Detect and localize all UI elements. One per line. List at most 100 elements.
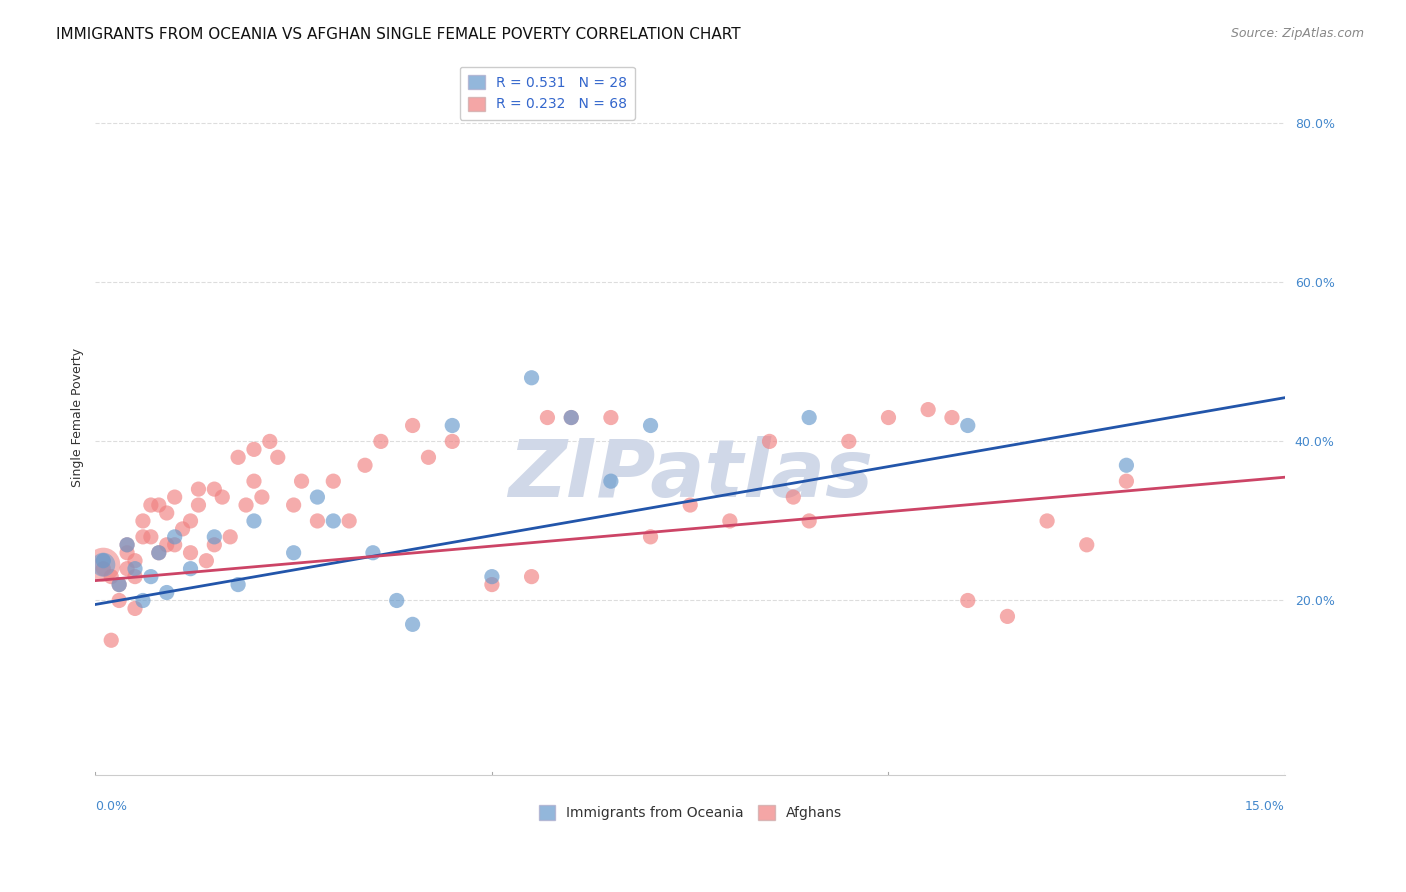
Point [91,562,114,576]
Point [124,569,146,583]
Point [799,410,821,425]
Point [370,434,392,449]
Point [354,458,377,473]
Point [172,522,194,536]
Point [290,474,312,488]
Point [163,538,186,552]
Point [259,434,281,449]
Y-axis label: Single Female Poverty: Single Female Poverty [72,348,84,487]
Point [226,450,249,465]
Point [307,514,329,528]
Point [267,450,290,465]
Point [1076,538,1098,552]
Point [180,562,202,576]
Point [481,577,503,591]
Point [156,585,179,599]
Point [520,371,543,385]
Point [941,410,963,425]
Point [124,562,146,576]
Point [956,593,979,607]
Point [599,474,621,488]
Point [180,546,202,560]
Point [132,514,155,528]
Point [148,546,170,560]
Point [877,410,900,425]
Point [202,482,225,496]
Point [163,530,186,544]
Point [758,434,780,449]
Point [187,498,209,512]
Point [202,530,225,544]
Text: 15.0%: 15.0% [1246,800,1285,814]
Text: ZIPatlas: ZIPatlas [508,436,873,514]
Point [115,546,138,560]
Point [560,410,582,425]
Point [997,609,1019,624]
Point [148,546,170,560]
Point [202,538,225,552]
Point [640,418,662,433]
Text: IMMIGRANTS FROM OCEANIA VS AFGHAN SINGLE FEMALE POVERTY CORRELATION CHART: IMMIGRANTS FROM OCEANIA VS AFGHAN SINGLE… [56,27,741,42]
Point [91,558,114,572]
Point [799,514,821,528]
Point [322,474,344,488]
Point [250,490,273,504]
Point [139,530,162,544]
Text: Source: ZipAtlas.com: Source: ZipAtlas.com [1230,27,1364,40]
Point [100,569,122,583]
Point [441,434,464,449]
Point [917,402,939,417]
Point [139,498,162,512]
Point [956,418,979,433]
Text: 0.0%: 0.0% [96,800,128,814]
Point [195,554,218,568]
Point [599,410,621,425]
Point [139,569,162,583]
Point [91,558,114,572]
Point [115,562,138,576]
Point [156,538,179,552]
Point [337,514,360,528]
Point [108,593,131,607]
Point [385,593,408,607]
Point [536,410,558,425]
Point [235,498,257,512]
Point [180,514,202,528]
Point [401,418,423,433]
Point [148,498,170,512]
Point [115,538,138,552]
Point [838,434,860,449]
Legend: Immigrants from Oceania, Afghans: Immigrants from Oceania, Afghans [533,800,848,826]
Point [243,514,266,528]
Point [401,617,423,632]
Point [283,546,305,560]
Point [418,450,440,465]
Point [307,490,329,504]
Point [679,498,702,512]
Point [441,418,464,433]
Point [100,633,122,648]
Point [108,577,131,591]
Point [132,593,155,607]
Point [243,442,266,457]
Point [226,577,249,591]
Point [361,546,384,560]
Point [124,601,146,615]
Point [163,490,186,504]
Point [1115,474,1137,488]
Point [211,490,233,504]
Point [132,530,155,544]
Point [718,514,741,528]
Point [124,554,146,568]
Point [640,530,662,544]
Point [156,506,179,520]
Point [283,498,305,512]
Point [219,530,242,544]
Point [108,577,131,591]
Point [1036,514,1059,528]
Point [520,569,543,583]
Point [1115,458,1137,473]
Point [782,490,804,504]
Point [187,482,209,496]
Point [560,410,582,425]
